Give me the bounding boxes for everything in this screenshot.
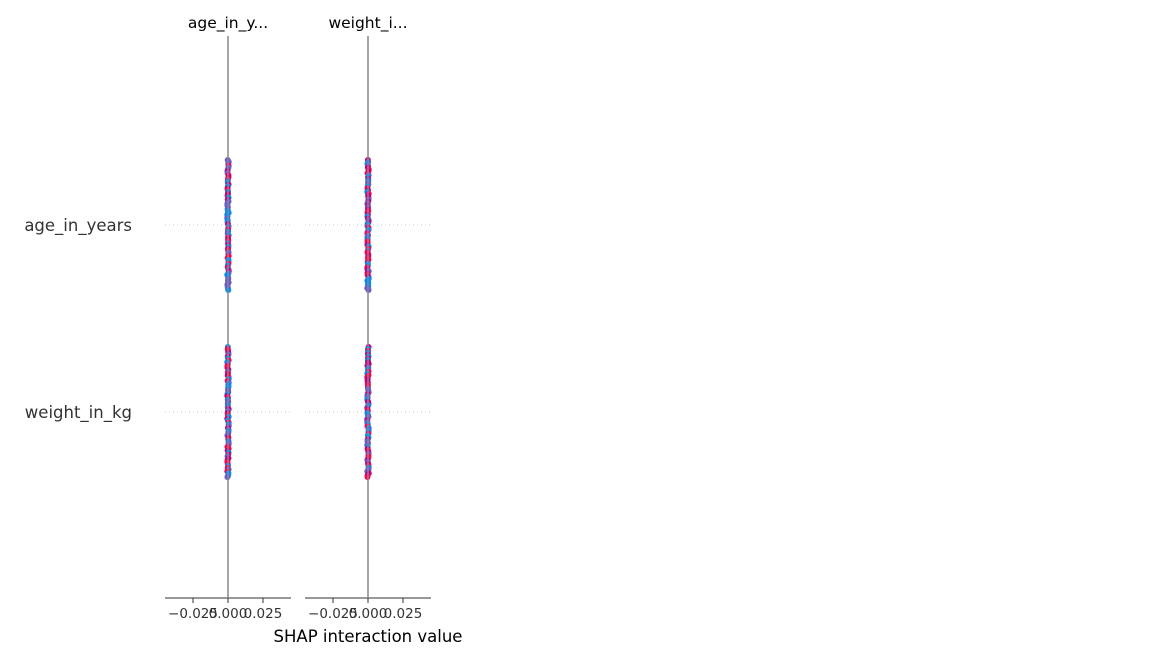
feature-label-age: age_in_years bbox=[24, 216, 132, 236]
x-tick-label: −0.025 bbox=[308, 606, 358, 622]
x-tick-label: 0.000 bbox=[349, 606, 388, 622]
panel-title-weight: weight_i... bbox=[328, 14, 407, 33]
feature-labels: age_in_years weight_in_kg bbox=[24, 216, 132, 423]
panel-title-age: age_in_y... bbox=[188, 14, 268, 33]
x-tick-label: −0.025 bbox=[168, 606, 218, 622]
x-tick-label: 0.025 bbox=[244, 606, 283, 622]
x-axis-label: SHAP interaction value bbox=[274, 627, 463, 646]
feature-label-weight: weight_in_kg bbox=[25, 403, 132, 423]
x-tick-label: 0.025 bbox=[384, 606, 423, 622]
x-tick-label: 0.000 bbox=[209, 606, 248, 622]
